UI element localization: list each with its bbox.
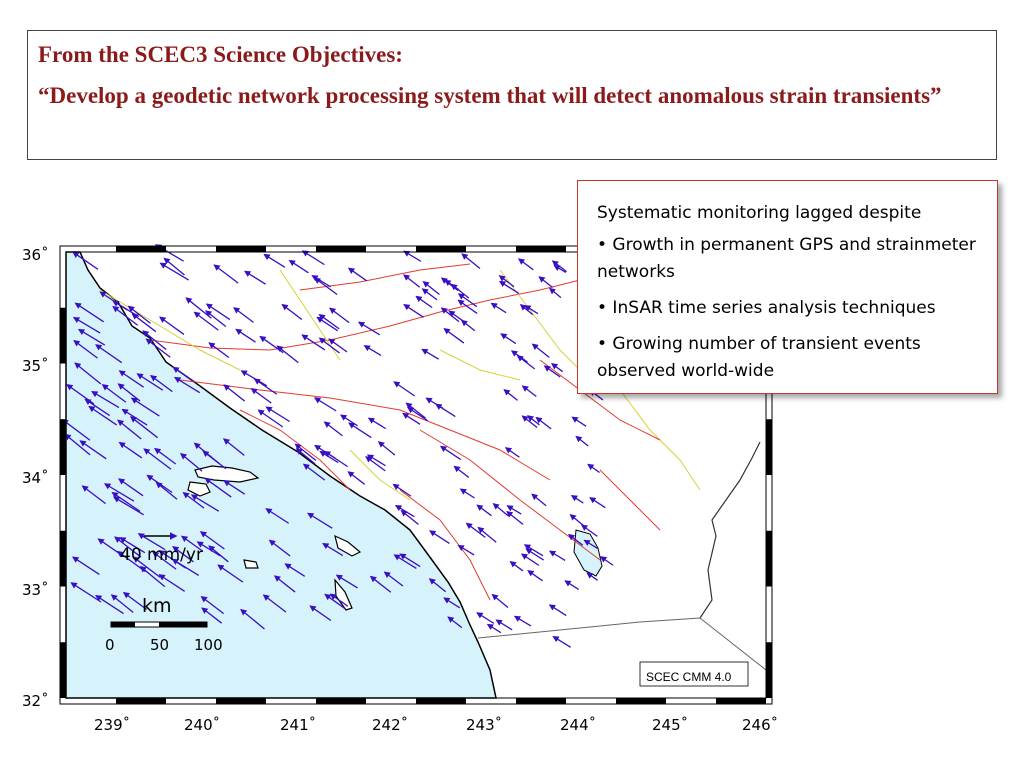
island-clemente <box>334 578 353 611</box>
lon-label-246: 246˚ <box>742 716 778 734</box>
info-intro: Systematic monitoring lagged despite <box>597 203 922 223</box>
objective-heading: From the SCEC3 Science Objectives: <box>38 42 403 67</box>
island-catalina <box>334 534 362 557</box>
lat-label-33: 33˚ <box>22 581 49 599</box>
distance-bar-seg <box>159 622 207 627</box>
lat-label-36: 36˚ <box>22 246 49 264</box>
salton-sea <box>573 529 603 577</box>
lon-label-243: 243˚ <box>466 716 502 734</box>
island-santa-rosa <box>187 481 211 497</box>
info-box: Systematic monitoring lagged despite • G… <box>577 180 998 394</box>
gulf-line <box>699 617 767 671</box>
distance-tick-50: 50 <box>150 636 169 654</box>
distance-bar-seg <box>111 622 135 627</box>
lat-label-35: 35˚ <box>22 357 49 375</box>
objective-quote: “Develop a geodetic network processing s… <box>38 83 942 108</box>
info-bullet-networks: • Growth in permanent GPS and strainmete… <box>597 235 976 282</box>
velocity-scale-label: 40 mm/yr <box>120 545 203 565</box>
distance-unit: km <box>142 595 172 617</box>
lon-label-242: 242˚ <box>372 716 408 734</box>
island-small <box>243 559 259 569</box>
lat-label-34: 34˚ <box>22 469 49 487</box>
distance-tick-0: 0 <box>105 636 115 654</box>
mexico-border <box>477 617 701 639</box>
credit-box <box>639 661 749 687</box>
info-bullet-transients: • Growing number of transient events obs… <box>597 334 921 381</box>
lon-label-239: 239˚ <box>94 716 130 734</box>
info-bullet-insar: • InSAR time series analysis techniques <box>597 298 936 318</box>
arizona-border <box>699 441 761 619</box>
lon-label-245: 245˚ <box>652 716 688 734</box>
lat-label-32: 32˚ <box>22 692 49 710</box>
distance-tick-100: 100 <box>194 636 223 654</box>
lon-label-240: 240˚ <box>184 716 220 734</box>
objective-box: From the SCEC3 Science Objectives: “Deve… <box>27 30 997 160</box>
lon-label-244: 244˚ <box>560 716 596 734</box>
lon-label-241: 241˚ <box>280 716 316 734</box>
velocity-vectors <box>61 244 646 648</box>
credit-label: SCEC CMM 4.0 <box>646 670 732 684</box>
